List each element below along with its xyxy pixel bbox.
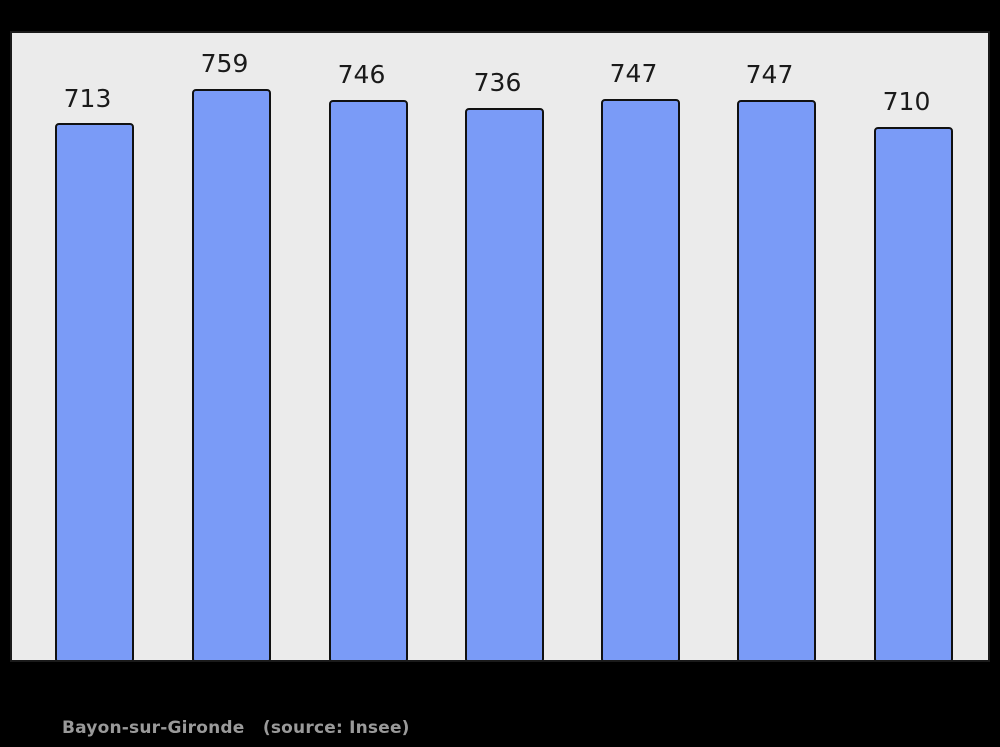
- bar-value-label-5: 747: [745, 60, 794, 89]
- bar-2: [329, 100, 408, 660]
- bar-value-label-6: 710: [882, 87, 931, 116]
- bar-4: [601, 99, 680, 660]
- chart-caption: Bayon-sur-Gironde (source: Insee): [62, 718, 410, 738]
- bar-value-label-3: 736: [473, 68, 522, 97]
- bar-3: [465, 108, 544, 660]
- bar-value-label-0: 713: [63, 84, 112, 113]
- bar-5: [737, 100, 816, 660]
- bar-1: [192, 89, 271, 660]
- bar-6: [874, 127, 953, 660]
- bar-0: [55, 123, 134, 660]
- bar-value-label-4: 747: [609, 59, 658, 88]
- bar-value-label-2: 746: [337, 60, 386, 89]
- plot-area: [10, 31, 990, 662]
- bar-value-label-1: 759: [200, 49, 249, 78]
